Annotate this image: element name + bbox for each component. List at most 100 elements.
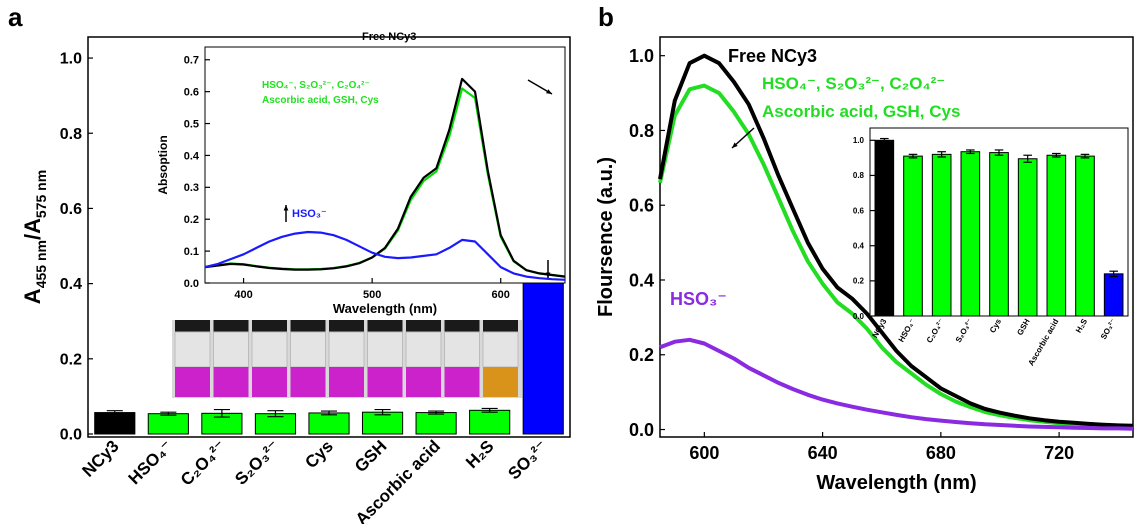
bar bbox=[960, 151, 981, 317]
x-tick-label: Cys bbox=[988, 317, 1003, 335]
vial-liquid bbox=[444, 367, 480, 397]
vial-cap bbox=[252, 320, 287, 332]
bar bbox=[147, 413, 189, 435]
bar bbox=[308, 412, 350, 435]
annotation: Free NCy3 bbox=[362, 31, 416, 43]
y-tick-label: 0.1 bbox=[184, 246, 199, 258]
vial-cap bbox=[290, 320, 326, 332]
y-tick-label: 0.6 bbox=[853, 206, 865, 215]
y-tick-label: 0.2 bbox=[60, 351, 82, 368]
y-tick-label: 0.6 bbox=[629, 196, 654, 216]
bar bbox=[415, 412, 457, 435]
y-tick-label: 0.4 bbox=[629, 270, 654, 290]
spectrum-line bbox=[659, 337, 1134, 431]
annotation: Ascorbic acid, GSH, Cys bbox=[762, 102, 960, 121]
vial-top bbox=[213, 331, 249, 368]
x-tick-label: 600 bbox=[689, 443, 719, 463]
x-tick-label: 680 bbox=[926, 443, 956, 463]
y-tick-label: 0.6 bbox=[184, 86, 199, 98]
x-axis-label: Wavelength (nm) bbox=[816, 472, 976, 494]
vial-liquid bbox=[329, 367, 364, 397]
y-tick-label: 0.0 bbox=[184, 278, 199, 290]
spectrum-line bbox=[204, 230, 566, 281]
y-axis-label-part: 575 nm bbox=[33, 170, 49, 218]
bar bbox=[931, 153, 952, 317]
arrow-head bbox=[545, 272, 551, 278]
vial-top bbox=[251, 331, 288, 368]
x-tick-label: C₂O₄²⁻ bbox=[925, 317, 946, 344]
y-tick-label: 0.4 bbox=[184, 150, 200, 162]
x-tick-label: H₂S bbox=[1074, 317, 1089, 335]
y-tick-label: 0.7 bbox=[184, 55, 199, 67]
y-tick-label: 0.2 bbox=[184, 214, 199, 226]
y-tick-label: 0.2 bbox=[853, 277, 865, 286]
vial-liquid bbox=[175, 367, 210, 397]
x-tick-label: C₂O₄²⁻ bbox=[177, 437, 230, 490]
y-tick-label: 1.0 bbox=[853, 136, 865, 145]
vial-top bbox=[328, 331, 365, 368]
y-tick-label: 1.0 bbox=[629, 46, 654, 66]
y-axis-label: Absoption bbox=[156, 135, 170, 194]
y-tick-label: 0.2 bbox=[629, 345, 654, 365]
annotation: HSO₃⁻ bbox=[292, 208, 327, 220]
vial-top bbox=[482, 331, 519, 368]
x-tick-label: 720 bbox=[1044, 443, 1074, 463]
y-tick-label: 0.0 bbox=[629, 420, 654, 440]
y-tick-label: 0.8 bbox=[60, 126, 82, 143]
y-tick-label: 0.3 bbox=[184, 182, 199, 194]
annotation: HSO₄⁻, S₂O₃²⁻, C₂O₄²⁻ bbox=[262, 80, 370, 91]
y-tick-label: 0.8 bbox=[853, 171, 865, 180]
x-tick-label: NCy3 bbox=[79, 437, 123, 481]
x-tick-label: S₂O₃²⁻ bbox=[954, 317, 975, 344]
y-axis-label: A455 nm/A575 nm bbox=[20, 170, 49, 304]
vial-cap bbox=[367, 320, 403, 332]
y-axis-label-part: A bbox=[20, 288, 45, 304]
vial-cap bbox=[329, 320, 364, 332]
vial-cap bbox=[483, 320, 518, 332]
vial-top bbox=[405, 331, 442, 368]
x-tick-label: SO₃²⁻ bbox=[1099, 317, 1118, 341]
vial-cap bbox=[406, 320, 441, 332]
x-tick-label: 500 bbox=[363, 289, 381, 301]
y-axis-label-part: 455 nm bbox=[33, 240, 49, 288]
x-tick-label: GSH bbox=[1015, 317, 1032, 337]
x-tick-label: HSO₄⁻ bbox=[125, 437, 177, 489]
x-tick-label: GSH bbox=[351, 437, 390, 476]
bar bbox=[1017, 158, 1038, 317]
annotation: HSO₃⁻ bbox=[670, 289, 727, 309]
vial-liquid bbox=[483, 367, 518, 397]
vial-liquid bbox=[406, 367, 441, 397]
y-tick-label: 0.0 bbox=[853, 312, 865, 321]
x-tick-label: S₂O₃²⁻ bbox=[231, 437, 283, 489]
vial-cap bbox=[213, 320, 249, 332]
x-tick-label: 400 bbox=[234, 289, 252, 301]
vial-liquid bbox=[367, 367, 403, 397]
bar bbox=[1103, 273, 1124, 317]
plot-frame bbox=[87, 36, 571, 438]
spectrum-line bbox=[204, 77, 566, 278]
arrow-head bbox=[546, 89, 552, 94]
vial-liquid bbox=[213, 367, 249, 397]
y-tick-label: 0.8 bbox=[629, 121, 654, 141]
bar bbox=[361, 411, 404, 435]
bar bbox=[1075, 155, 1095, 317]
y-tick-label: 0.6 bbox=[60, 201, 82, 218]
arrow-head bbox=[283, 205, 289, 211]
spectrum-line bbox=[658, 53, 1134, 428]
vial-cap bbox=[444, 320, 480, 332]
annotation: Free NCy3 bbox=[728, 46, 817, 66]
vial-cap bbox=[175, 320, 210, 332]
y-tick-label: 0.5 bbox=[184, 118, 199, 130]
vial-liquid bbox=[252, 367, 287, 397]
y-tick-label: 0.4 bbox=[60, 276, 82, 293]
plot-frame bbox=[659, 36, 1134, 438]
bar bbox=[94, 412, 136, 435]
panel-label: b bbox=[598, 2, 614, 32]
y-axis-label: Floursence (a.u.) bbox=[595, 157, 617, 317]
annotation: HSO₄⁻, S₂O₃²⁻, C₂O₄²⁻ bbox=[762, 74, 945, 93]
x-tick-label: SO₃²⁻ bbox=[504, 437, 551, 484]
x-tick-label: 600 bbox=[492, 289, 510, 301]
y-tick-label: 0.0 bbox=[60, 427, 82, 444]
vial-top bbox=[174, 331, 211, 368]
